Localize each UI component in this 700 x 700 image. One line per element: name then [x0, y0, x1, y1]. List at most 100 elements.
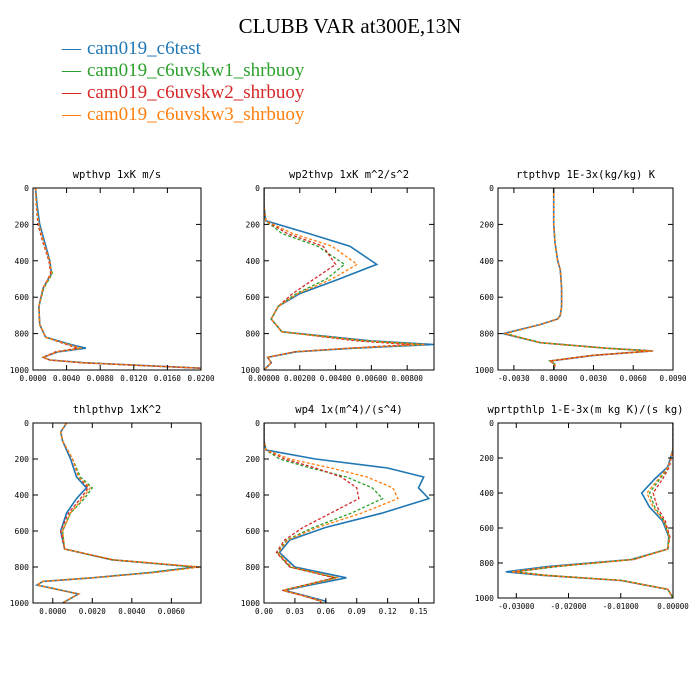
y-tick-label: 0 — [489, 184, 494, 193]
y-tick-label: 0 — [24, 184, 29, 193]
x-tick-label: 0.00400 — [320, 374, 352, 383]
series-line — [264, 423, 431, 603]
y-tick-label: 400 — [15, 257, 30, 266]
series-line — [505, 423, 673, 598]
plot-frame — [497, 422, 674, 599]
x-tick-label: 0.0000 — [19, 374, 47, 383]
legend-label: cam019_c6test — [87, 38, 201, 59]
x-tick-label: 0.0080 — [87, 374, 115, 383]
y-tick-label: 800 — [246, 330, 261, 339]
x-tick-label: 0.12 — [379, 607, 397, 616]
y-tick-label: 400 — [246, 491, 261, 500]
y-tick-label: 400 — [480, 489, 495, 498]
y-tick-label: 400 — [246, 257, 261, 266]
y-tick-label: 600 — [246, 293, 261, 302]
series-line — [511, 423, 673, 598]
legend-label: cam019_c6uvskw2_shrbuoy — [87, 82, 305, 103]
x-tick-label: -0.01000 — [603, 602, 640, 611]
y-tick-label: 200 — [246, 220, 261, 229]
series-line — [264, 188, 426, 370]
y-tick-label: 800 — [480, 559, 495, 568]
series-line — [264, 188, 411, 370]
legend-line-marker: — — [62, 104, 81, 125]
series-line — [264, 423, 360, 603]
x-tick-label: 0.09 — [348, 607, 366, 616]
x-tick-label: 0.00600 — [356, 374, 388, 383]
plot-frame — [32, 422, 202, 604]
x-tick-label: 0.00 — [255, 607, 274, 616]
series-line — [264, 423, 399, 603]
x-tick-label: 0.0060 — [158, 607, 186, 616]
series-line — [34, 188, 201, 370]
plot-frame — [32, 187, 202, 371]
y-tick-label: 1000 — [475, 594, 494, 603]
panel-title: wpthvp 1xK m/s — [73, 169, 162, 181]
y-tick-label: 800 — [480, 330, 495, 339]
y-tick-label: 600 — [15, 293, 30, 302]
y-tick-label: 400 — [480, 257, 495, 266]
x-tick-label: 0.0030 — [580, 374, 608, 383]
legend-line-marker: — — [62, 38, 81, 59]
panel: rtpthvp 1E-3x(kg/kg) K 0 200 400 600 800 1000-… — [475, 169, 687, 383]
y-tick-label: 1000 — [10, 599, 29, 608]
series-line — [513, 423, 673, 598]
y-tick-label: 800 — [246, 563, 261, 572]
x-tick-label: 0.0020 — [79, 607, 107, 616]
x-tick-label: -0.02000 — [550, 602, 587, 611]
x-tick-label: -0.0030 — [498, 374, 530, 383]
panel: thlpthvp 1xK^2 0 200 400 600 800 1000 0.0000 0.0… — [10, 404, 202, 616]
y-tick-label: 200 — [15, 220, 30, 229]
legend: — cam019_c6test — cam019_c6uvskw1_shrbuo… — [62, 38, 304, 126]
plot-frame — [263, 422, 435, 604]
y-tick-label: 600 — [246, 527, 261, 536]
y-tick-label: 0 — [489, 419, 494, 428]
series-line — [516, 423, 673, 598]
x-tick-label: 0.0120 — [120, 374, 148, 383]
series-line — [504, 188, 652, 370]
y-tick-label: 0 — [255, 419, 260, 428]
panel-title: wp2thvp 1xK m^2/s^2 — [289, 169, 409, 181]
series-line — [34, 188, 201, 370]
x-tick-label: -0.03000 — [498, 602, 535, 611]
series-line — [503, 188, 650, 370]
panel: wprtpthlp 1-E-3x(m kg K)/(s kg) 0 200 400 60… — [475, 404, 690, 611]
plot-frame — [263, 187, 435, 371]
series-line — [264, 423, 384, 603]
legend-item: — cam019_c6test — [62, 38, 304, 60]
legend-item: — cam019_c6uvskw1_shrbuoy — [62, 60, 304, 82]
figure-title: CLUBB VAR at300E,13N — [238, 14, 462, 38]
y-tick-label: 1000 — [10, 366, 29, 375]
x-tick-label: 0.0000 — [540, 374, 568, 383]
panel-title: wprtpthlp 1-E-3x(m kg K)/(s kg) — [488, 404, 684, 416]
x-tick-label: 0.00000 — [248, 374, 280, 383]
y-tick-label: 200 — [480, 220, 495, 229]
x-tick-label: 0.0000 — [39, 607, 67, 616]
x-tick-label: 0.0090 — [659, 374, 687, 383]
panel-title: wp4 1x(m^4)/(s^4) — [295, 404, 402, 416]
y-tick-label: 1000 — [241, 599, 260, 608]
panel-title: rtpthvp 1E-3x(kg/kg) K — [516, 169, 656, 181]
series-line — [34, 423, 196, 603]
x-tick-label: 0.0060 — [620, 374, 648, 383]
x-tick-label: 0.03 — [286, 607, 304, 616]
legend-item: — cam019_c6uvskw2_shrbuoy — [62, 82, 304, 104]
legend-item: — cam019_c6uvskw3_shrbuoy — [62, 104, 304, 126]
y-tick-label: 0 — [255, 184, 260, 193]
panel: wp2thvp 1xK m^2/s^2020040060080010000.00… — [241, 169, 435, 383]
y-tick-label: 400 — [15, 491, 30, 500]
legend-line-marker: — — [62, 82, 81, 103]
y-tick-label: 1000 — [475, 366, 494, 375]
y-tick-label: 1000 — [241, 366, 260, 375]
legend-line-marker: — — [62, 60, 81, 81]
plot-frame — [497, 187, 674, 371]
x-tick-label: 0.15 — [410, 607, 428, 616]
x-tick-label: 0.00800 — [391, 374, 423, 383]
x-tick-label: 0.0200 — [187, 374, 215, 383]
y-tick-label: 800 — [15, 563, 30, 572]
x-tick-label: 0.00000 — [657, 602, 689, 611]
series-line — [264, 188, 434, 370]
y-tick-label: 0 — [24, 419, 29, 428]
y-tick-label: 600 — [480, 524, 495, 533]
